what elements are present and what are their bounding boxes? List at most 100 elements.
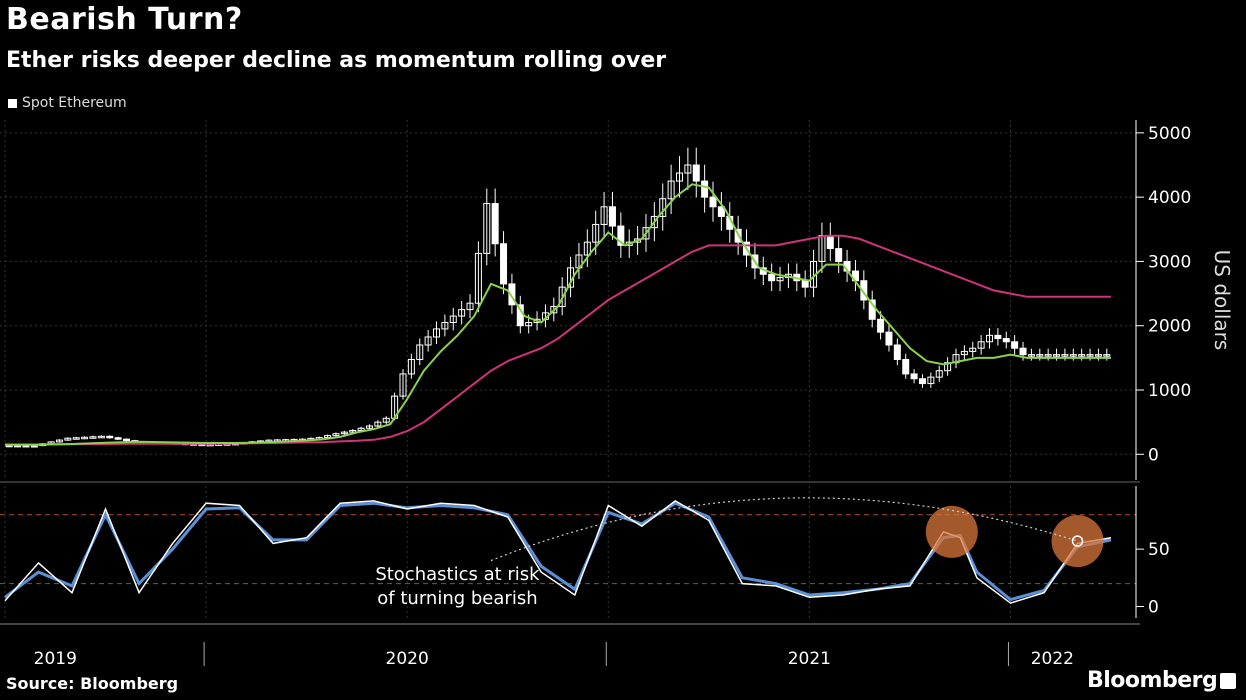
candle-body <box>106 435 114 439</box>
highlight-circle-1 <box>1051 515 1104 568</box>
candle-body <box>324 435 332 439</box>
candle-body <box>114 437 122 440</box>
candle-body <box>416 344 424 360</box>
candle-body <box>969 347 977 352</box>
highlight-marker <box>1071 535 1084 547</box>
candle-body <box>365 425 373 429</box>
candle-body <box>449 315 457 324</box>
candle-body <box>910 373 918 380</box>
ma-short-line <box>5 183 1111 446</box>
candle-body <box>525 322 533 327</box>
candle-body <box>835 248 843 262</box>
candle-body <box>1086 354 1094 357</box>
candle-body <box>1019 347 1027 356</box>
candle-body <box>89 436 97 439</box>
candle-body <box>22 444 30 448</box>
candle-body <box>122 438 130 442</box>
candle-body <box>474 252 482 304</box>
candle-body <box>1103 354 1111 357</box>
candle-body <box>902 358 910 375</box>
candle-body <box>1069 354 1077 357</box>
candle-body <box>458 309 466 317</box>
candle-body <box>583 241 591 256</box>
candle-body <box>776 277 784 282</box>
candle-body <box>1078 354 1086 357</box>
candle-body <box>357 427 365 431</box>
x-tick-label-3: 2022 <box>1031 649 1074 669</box>
upper-grid <box>0 120 1136 480</box>
ytick-label-upper-1: 1000 <box>1148 381 1191 401</box>
candle-body <box>533 318 541 323</box>
candle-body <box>608 206 616 227</box>
ytick-label-lower-0: 0 <box>1148 598 1159 618</box>
candle-body <box>433 328 441 338</box>
candle-body <box>885 331 893 346</box>
candle-body <box>55 439 63 443</box>
candle-body <box>600 206 608 225</box>
candle-body <box>927 376 935 385</box>
candle-body <box>340 431 348 435</box>
bloomberg-logo: Bloomberg <box>1087 668 1218 693</box>
ytick-label-upper-5: 5000 <box>1148 124 1191 144</box>
candle-body <box>684 164 692 174</box>
candle-body <box>81 436 89 440</box>
candle-body <box>1094 354 1102 357</box>
candle-body <box>349 430 357 433</box>
candle-body <box>1027 354 1035 357</box>
candle-body <box>650 215 658 229</box>
candle-body <box>407 358 415 375</box>
candle-body <box>717 206 725 217</box>
bloomberg-terminal-icon <box>1220 673 1236 689</box>
price-candles <box>5 147 1111 448</box>
axes: 0 1000 2000 3000 4000 5000 US dollars 0 50 2019 20… <box>0 120 1234 669</box>
ytick-label-upper-4: 4000 <box>1148 188 1191 208</box>
candle-body <box>986 334 994 343</box>
x-tick-label-2: 2021 <box>788 649 831 669</box>
candle-body <box>97 435 105 439</box>
annotation-arc <box>490 497 1078 562</box>
annotation-line-1: of turning bearish <box>377 588 537 609</box>
x-tick-label-1: 2020 <box>386 649 429 669</box>
legend-swatch <box>8 98 17 108</box>
highlight-circle-0 <box>925 505 978 558</box>
candle-body <box>935 370 943 378</box>
candle-body <box>72 437 80 440</box>
candle-body <box>692 164 700 182</box>
candle-body <box>826 235 834 250</box>
candle-body <box>30 445 38 448</box>
candle-body <box>500 243 508 285</box>
candle-body <box>634 238 642 243</box>
x-tick-label-0: 2019 <box>34 649 77 669</box>
ytick-label-upper-0: 0 <box>1148 445 1159 465</box>
legend: Spot Ethereum <box>8 95 127 111</box>
y-axis-title: US dollars <box>1210 250 1234 351</box>
candle-body <box>709 196 717 208</box>
legend-label: Spot Ethereum <box>22 95 127 111</box>
candle-body <box>877 318 885 333</box>
candle-body <box>483 203 491 254</box>
candle-body <box>642 227 650 240</box>
candle-body <box>918 378 926 385</box>
candle-body <box>701 180 709 198</box>
candle-body <box>1044 354 1052 357</box>
ytick-label-upper-2: 2000 <box>1148 317 1191 337</box>
candle-body <box>1011 341 1019 349</box>
annotation-line-0: Stochastics at risk <box>375 564 540 585</box>
candle-body <box>424 336 432 346</box>
candle-body <box>508 283 516 306</box>
candle-body <box>1036 354 1044 357</box>
ytick-label-upper-3: 3000 <box>1148 252 1191 272</box>
candle-body <box>374 421 382 427</box>
candle-body <box>332 433 340 437</box>
candle-body <box>1061 354 1069 357</box>
candle-body <box>960 350 968 356</box>
candle-body <box>466 302 474 311</box>
candle-body <box>994 334 1002 340</box>
candle-body <box>675 172 683 182</box>
ytick-label-lower-1: 50 <box>1148 540 1170 560</box>
candle-body <box>491 203 499 245</box>
candle-body <box>441 322 449 330</box>
candle-body <box>893 344 901 360</box>
source-note: Source: Bloomberg <box>6 674 179 693</box>
